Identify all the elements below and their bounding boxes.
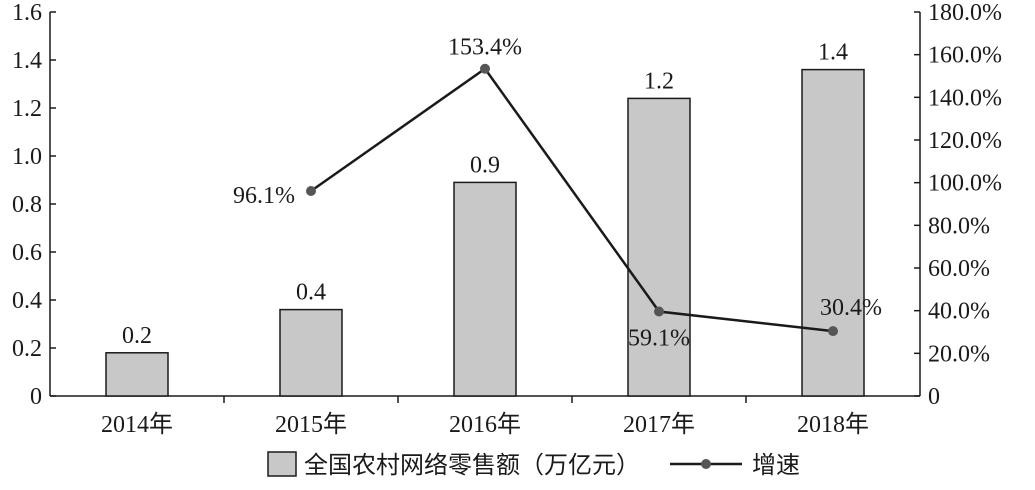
right-tick-label: 80.0% — [928, 213, 990, 239]
x-tick-label: 2015年 — [275, 411, 347, 438]
chart-axes: 0 0.2 0.4 0.6 0.8 1.0 1.2 1.4 1.6 0 20.0% 40.0% 60.0… — [12, 0, 1002, 438]
bar-data-label: 1.4 — [818, 40, 848, 66]
bar — [627, 97, 691, 397]
data-labels: 0.2 0.4 0.9 1.2 1.4 96.1% 153.4% 59.1% 30.4% — [122, 35, 882, 352]
left-tick-label: 0 — [30, 384, 42, 410]
left-tick-label: 1.4 — [12, 48, 42, 74]
right-tick-label: 0 — [928, 384, 940, 410]
bar — [279, 308, 343, 397]
x-tick-label: 2016年 — [449, 411, 521, 438]
left-tick-label: 0.2 — [12, 336, 42, 362]
x-tick-label: 2014年 — [101, 411, 173, 438]
right-tick-label: 140.0% — [928, 85, 1002, 111]
legend-bar-label: 全国农村网络零售额（万亿元） — [304, 451, 640, 479]
left-tick-label: 0.4 — [12, 288, 42, 314]
bar — [453, 181, 517, 397]
left-tick-label: 1.2 — [12, 96, 42, 122]
line-point — [828, 326, 838, 337]
line-data-label: 59.1% — [628, 326, 690, 352]
x-tick-label: 2018年 — [797, 411, 869, 438]
legend-bar-swatch — [267, 451, 297, 477]
right-tick-label: 40.0% — [928, 299, 990, 325]
legend: 全国农村网络零售额（万亿元） 增速 — [267, 451, 800, 479]
bar — [801, 68, 865, 397]
line-data-label: 30.4% — [820, 295, 882, 321]
left-tick-label: 1.0 — [12, 144, 42, 170]
left-tick-label: 0.6 — [12, 240, 42, 266]
legend-line-label: 增速 — [752, 451, 800, 479]
left-tick-label: 1.6 — [12, 0, 42, 26]
right-tick-label: 180.0% — [928, 0, 1002, 26]
bar-series — [105, 68, 865, 397]
line-point — [306, 185, 316, 196]
left-tick-label: 0.8 — [12, 192, 42, 218]
right-tick-label: 20.0% — [928, 341, 990, 367]
line-data-label: 96.1% — [233, 183, 295, 209]
legend-line-marker — [701, 459, 711, 469]
line-point — [480, 63, 490, 74]
right-tick-label: 60.0% — [928, 256, 990, 282]
right-tick-label: 160.0% — [928, 43, 1002, 69]
x-tick-label: 2017年 — [623, 411, 695, 438]
bar-data-label: 0.9 — [470, 152, 500, 178]
line-point — [654, 306, 664, 317]
line-path — [310, 67, 834, 333]
right-tick-label: 120.0% — [928, 128, 1002, 154]
bar — [105, 352, 169, 397]
bar-data-label: 1.2 — [644, 68, 674, 94]
right-tick-label: 100.0% — [928, 171, 1002, 197]
line-data-label: 153.4% — [448, 35, 522, 61]
bar-data-label: 0.2 — [122, 323, 152, 349]
bar-data-label: 0.4 — [296, 280, 326, 306]
line-series — [306, 63, 838, 337]
